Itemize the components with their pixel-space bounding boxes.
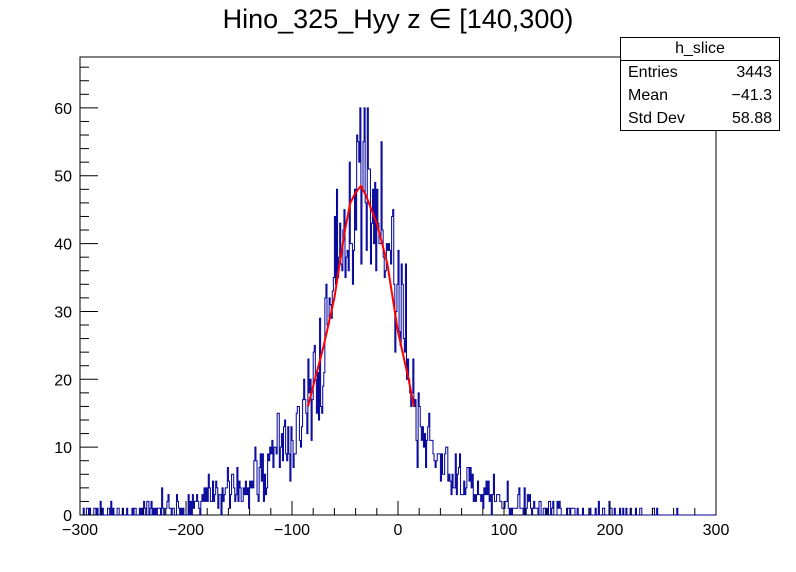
stats-row-stddev: Std Dev 58.88	[621, 107, 779, 130]
stats-value: −41.3	[731, 87, 772, 104]
stats-box: h_slice Entries 3443 Mean −41.3 Std Dev …	[620, 37, 780, 131]
stats-row-entries: Entries 3443	[621, 61, 779, 84]
x-tick-label: −100	[274, 522, 310, 539]
stats-value: 3443	[736, 64, 772, 81]
y-tick-label: 10	[54, 440, 72, 457]
x-tick-label: 200	[597, 522, 624, 539]
x-tick-label: 100	[491, 522, 518, 539]
stats-label: Mean	[628, 87, 669, 104]
x-tick-label: −300	[62, 522, 98, 539]
y-tick-label: 20	[54, 372, 72, 389]
x-tick-label: −200	[168, 522, 204, 539]
stats-value: 58.88	[731, 110, 772, 127]
chart-title: Hino_325_Hyy z ∈ [140,300)	[222, 4, 574, 34]
y-tick-label: 60	[54, 101, 72, 118]
x-tick-label: 300	[703, 522, 730, 539]
stats-label: Std Dev	[628, 110, 685, 127]
histogram-series	[80, 107, 716, 516]
y-tick-label: 30	[54, 304, 72, 321]
stats-box-title: h_slice	[621, 38, 779, 61]
fit-curve	[306, 184, 415, 407]
y-tick-label: 50	[54, 169, 72, 186]
stats-label: Entries	[628, 64, 678, 81]
x-tick-label: 0	[394, 522, 403, 539]
stats-row-mean: Mean −41.3	[621, 84, 779, 107]
y-tick-label: 0	[63, 508, 72, 525]
y-tick-label: 40	[54, 237, 72, 254]
